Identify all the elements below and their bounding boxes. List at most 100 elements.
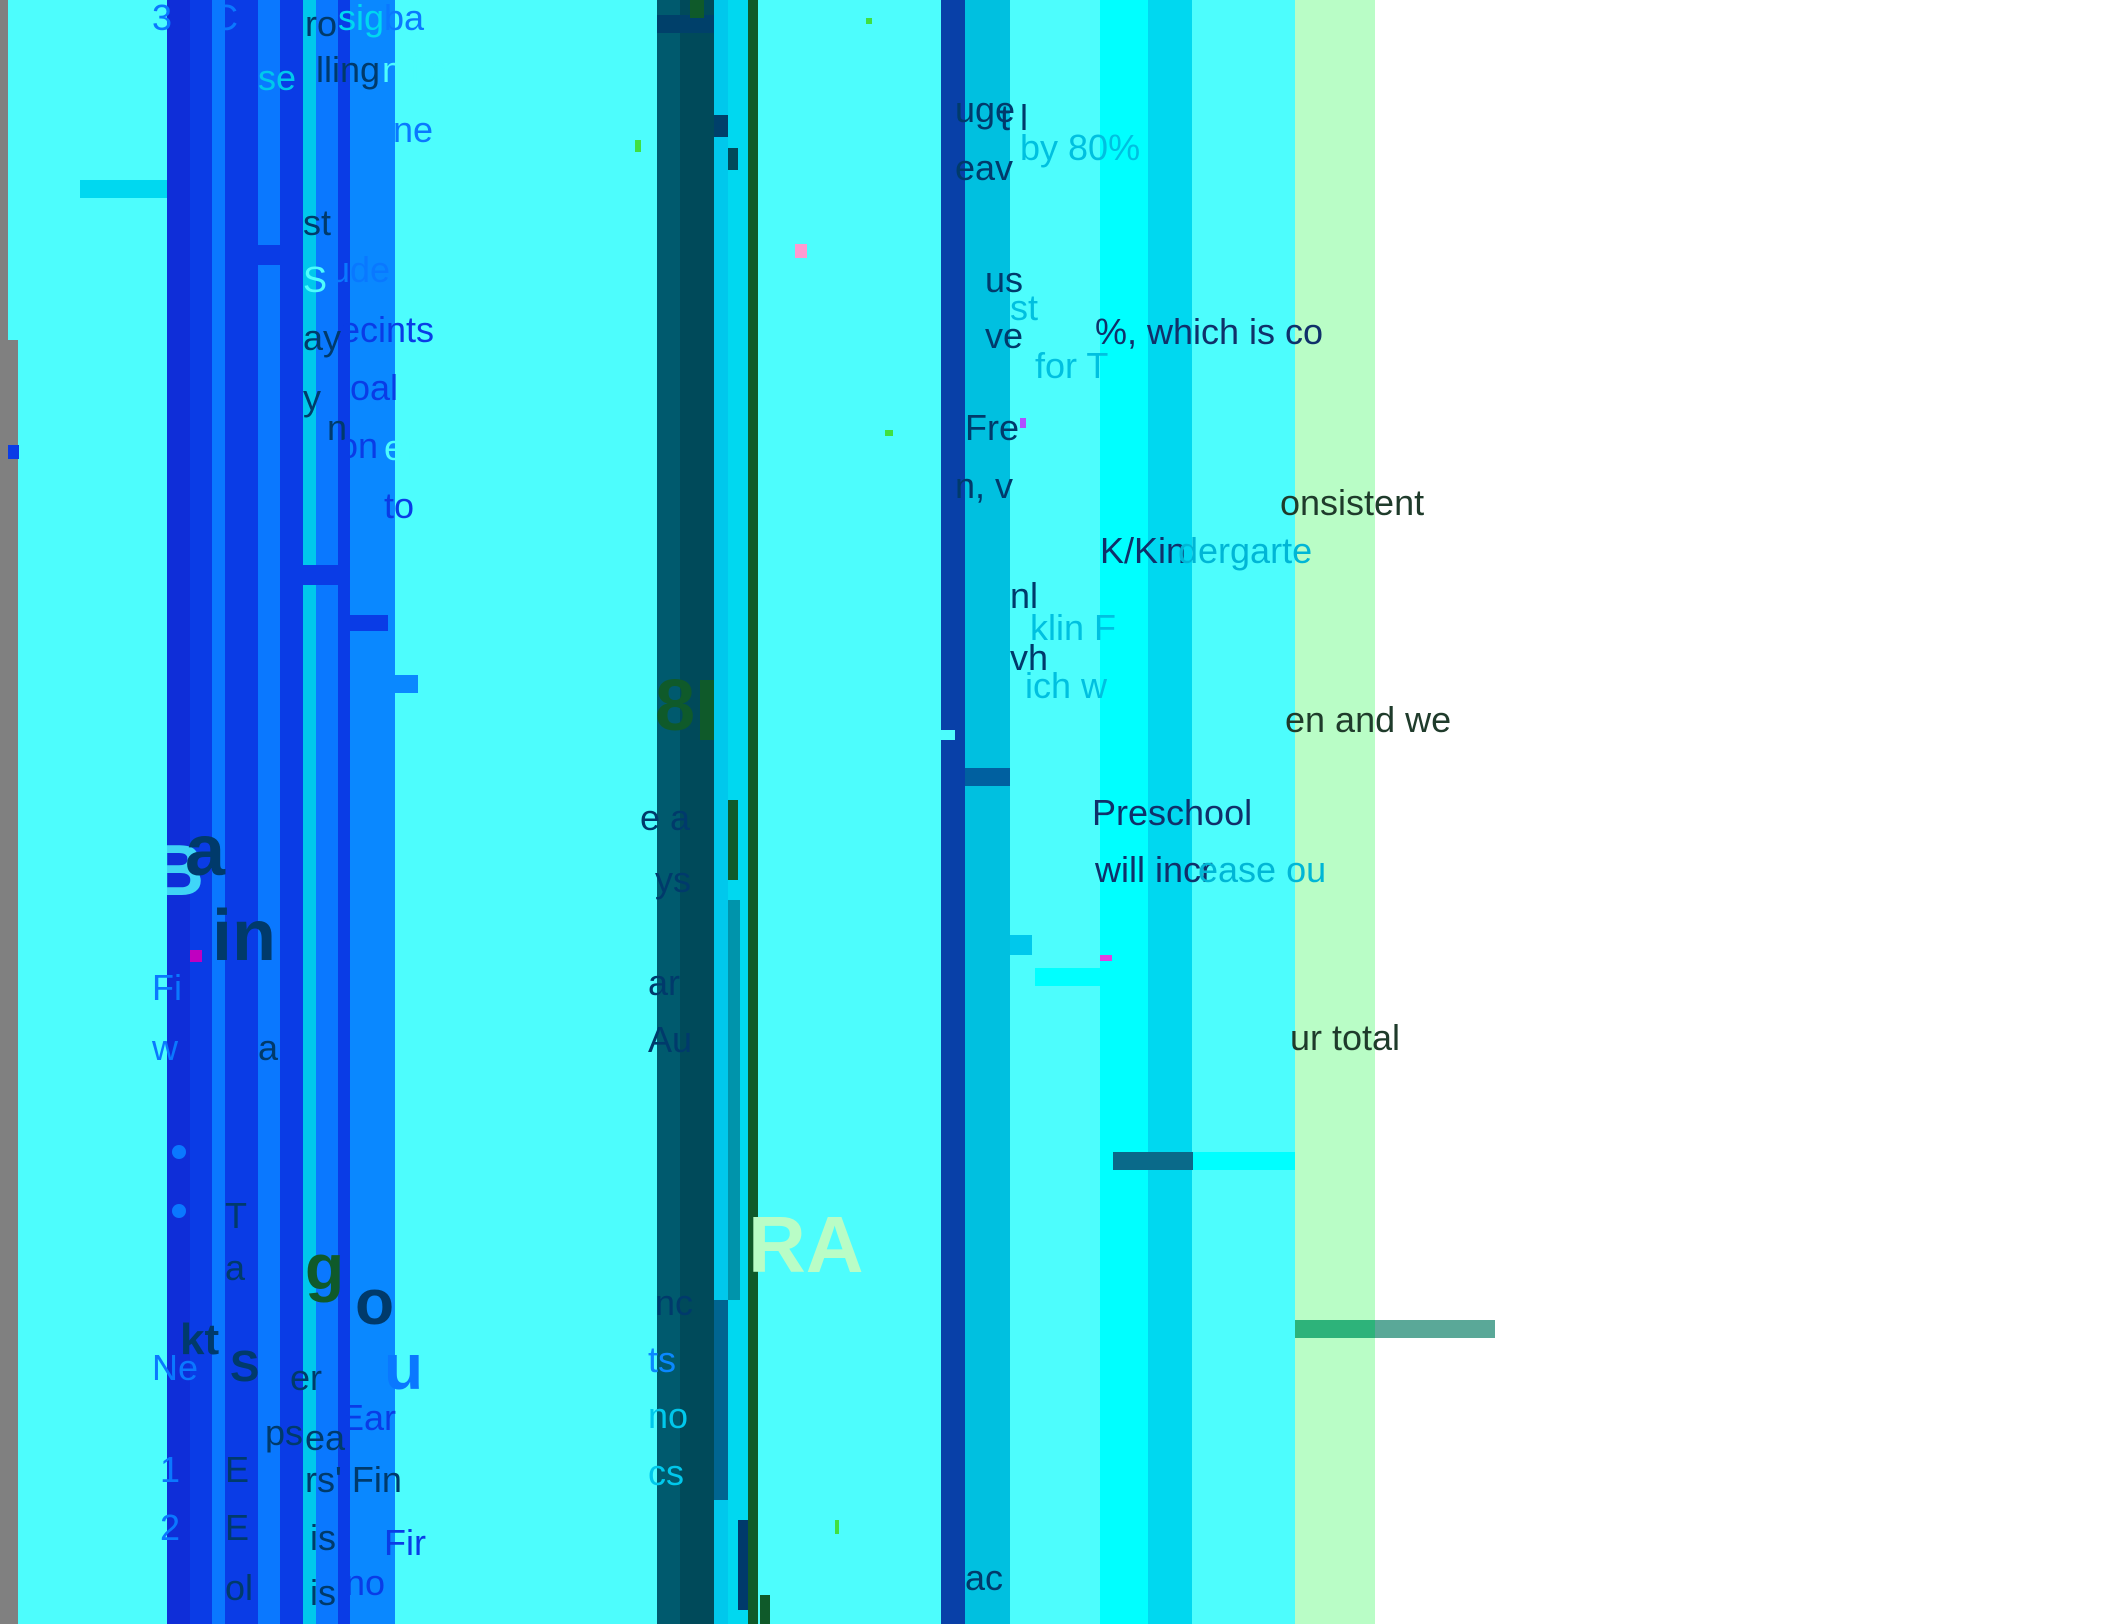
heading-fragment: 8 — [655, 670, 695, 742]
text-fragment: nific — [382, 52, 446, 88]
glitch-block — [1113, 1152, 1193, 1170]
glitch-block — [690, 0, 704, 18]
text-fragment: 2 — [160, 1510, 180, 1546]
text-fragment: no — [345, 1565, 385, 1601]
text-fragment: Fre — [965, 410, 1019, 446]
text-fragment: e a — [640, 800, 690, 836]
green-speck — [885, 430, 893, 436]
heading-fragment: kt — [180, 1318, 219, 1362]
glitch-block — [700, 680, 714, 740]
blue-speck — [1020, 418, 1026, 428]
text-fragment: ude — [330, 252, 390, 288]
text-fragment: ts — [648, 1342, 676, 1378]
text-fragment: onsistent — [1280, 485, 1424, 521]
green-speck — [635, 140, 641, 152]
text-fragment: cs — [648, 1455, 684, 1491]
glitch-block — [1193, 1152, 1295, 1170]
text-fragment: ne — [393, 112, 433, 148]
bullet-dot — [172, 1204, 186, 1218]
text-fragment: E — [225, 1510, 249, 1546]
strip-cyan-edge — [8, 0, 18, 340]
text-fragment: Au — [648, 1022, 692, 1058]
green-speck — [866, 18, 872, 24]
text-fragment: se — [258, 60, 296, 96]
text-fragment: Ear — [340, 1400, 396, 1436]
text-fragment: ac — [965, 1560, 1003, 1596]
glitch-block — [80, 180, 167, 198]
text-fragment: is — [310, 1575, 336, 1611]
glitch-block — [728, 900, 740, 1300]
text-fragment: E — [225, 1452, 249, 1488]
strip-cyan-center — [755, 0, 941, 1624]
text-fragment: ay — [303, 320, 341, 356]
text-fragment: ol — [225, 1570, 253, 1606]
text-fragment: ro — [305, 6, 337, 42]
text-fragment: ease ou — [1198, 852, 1326, 888]
text-fragment: ich w — [1025, 668, 1107, 704]
text-fragment: Fi — [152, 970, 182, 1006]
glitch-block — [728, 800, 738, 880]
text-fragment: ur total — [1290, 1020, 1400, 1056]
text-fragment: w — [152, 1030, 178, 1066]
text-fragment: S — [303, 262, 327, 298]
glitch-block — [258, 245, 280, 265]
text-fragment: Fir — [384, 1525, 426, 1561]
text-fragment: K/Kin — [1100, 533, 1186, 569]
text-fragment: ba — [384, 0, 424, 36]
text-fragment: is — [310, 1520, 336, 1556]
text-fragment: st — [303, 205, 331, 241]
text-fragment: eav — [955, 150, 1013, 186]
text-fragment: er — [290, 1360, 322, 1396]
heading-fragment: o — [355, 1270, 394, 1334]
glitch-block — [1010, 935, 1032, 955]
text-fragment: 1 — [160, 1452, 180, 1488]
green-underline-bar — [1295, 1320, 1375, 1338]
text-fragment: to — [384, 488, 414, 524]
text-fragment: sig — [338, 0, 384, 36]
text-fragment: a — [258, 1030, 278, 1066]
strip-cyan-left — [18, 0, 167, 1624]
text-fragment: ve — [985, 318, 1023, 354]
text-fragment: oal — [350, 370, 398, 406]
text-fragment: a — [225, 1250, 245, 1286]
text-fragment: y — [303, 380, 321, 416]
glitch-block — [738, 1520, 748, 1610]
text-fragment: Preschool — [1092, 795, 1252, 831]
text-fragment: ecints — [340, 312, 434, 348]
strip-mint — [1283, 0, 1375, 1624]
glitch-block — [338, 615, 388, 631]
glitch-block — [395, 675, 418, 693]
text-fragment: lling — [316, 52, 380, 88]
strip-cyan-deep-center — [965, 0, 1010, 1624]
glitch-block — [1035, 968, 1100, 986]
text-fragment: C — [212, 0, 238, 36]
heading-fragment: u — [384, 1335, 423, 1399]
glitch-block — [941, 730, 955, 740]
text-fragment: n, v — [955, 468, 1013, 504]
glitch-block — [714, 1300, 728, 1500]
strip-blue-royal-b — [338, 0, 350, 1624]
pink-speck — [795, 244, 807, 258]
text-fragment: T — [225, 1198, 247, 1234]
strip-navy-center — [941, 0, 965, 1624]
glitch-block — [8, 445, 19, 459]
strip-blue-mid-c — [258, 0, 280, 1624]
green-speck — [835, 1520, 839, 1534]
text-fragment: by 80% — [1020, 130, 1140, 166]
text-fragment: for T — [1035, 348, 1108, 384]
text-fragment: on — [338, 428, 378, 464]
text-fragment: rs' Fin — [305, 1462, 402, 1498]
glitch-block — [760, 1595, 770, 1624]
heading-fragment: g — [305, 1235, 344, 1299]
glitch-block — [965, 768, 1010, 786]
heading-fragment: in — [212, 900, 276, 972]
green-underline-bar-tail — [1375, 1320, 1495, 1338]
glitch-block — [714, 115, 728, 137]
text-fragment: ps — [265, 1415, 303, 1451]
text-fragment: %, which is co — [1095, 314, 1323, 350]
magenta-speck — [1100, 955, 1112, 961]
text-fragment: ar — [648, 965, 680, 1001]
magenta-speck — [190, 950, 202, 962]
text-fragment: er — [384, 430, 416, 466]
